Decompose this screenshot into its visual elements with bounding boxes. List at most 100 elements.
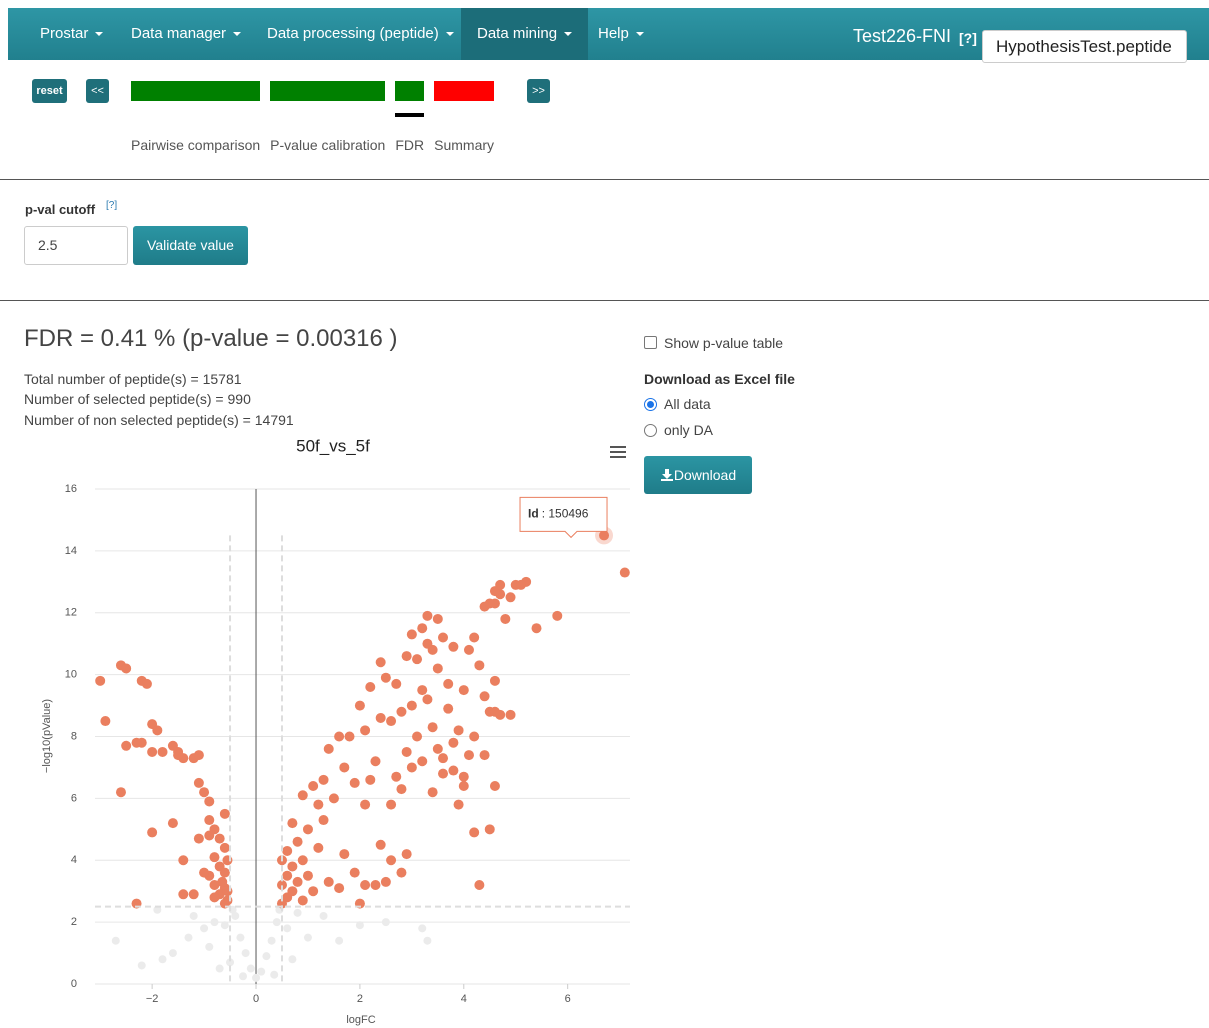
point xyxy=(427,787,438,798)
point xyxy=(184,933,193,942)
prev-button[interactable]: << xyxy=(86,79,109,103)
point xyxy=(469,827,480,838)
nav-item[interactable]: Data mining xyxy=(461,8,589,60)
dataset-select[interactable]: HypothesisTest.peptide xyxy=(982,30,1187,63)
tooltip-key: Id xyxy=(528,507,539,521)
point xyxy=(489,675,500,686)
point xyxy=(406,629,417,640)
point xyxy=(458,781,469,791)
point xyxy=(406,700,417,711)
point xyxy=(292,836,303,847)
download-button[interactable]: Download xyxy=(644,456,752,494)
point xyxy=(302,824,313,835)
point xyxy=(334,883,345,894)
x-tick-label: 0 xyxy=(253,993,259,1005)
point xyxy=(272,918,281,927)
point xyxy=(302,870,313,881)
checkbox[interactable] xyxy=(644,336,657,349)
point xyxy=(121,740,132,751)
point xyxy=(453,799,464,810)
y-tick-label: 2 xyxy=(71,916,77,928)
point xyxy=(219,867,230,878)
point xyxy=(360,880,371,890)
point xyxy=(375,712,386,723)
point xyxy=(427,722,438,733)
point xyxy=(396,784,407,795)
help-link[interactable]: [?] xyxy=(959,30,977,46)
point xyxy=(178,855,189,866)
radio[interactable] xyxy=(644,424,657,437)
point xyxy=(463,644,474,655)
nav-item[interactable]: Data processing (peptide) xyxy=(251,8,470,60)
point xyxy=(204,796,215,807)
point xyxy=(505,592,516,603)
validate-button[interactable]: Validate value xyxy=(133,226,248,265)
step: Pairwise comparison xyxy=(131,81,261,153)
point xyxy=(323,743,334,754)
point xyxy=(262,952,271,961)
nav-item[interactable]: Prostar xyxy=(24,8,119,60)
nav-item[interactable]: Data manager xyxy=(115,8,257,60)
point xyxy=(355,921,364,930)
step-bar xyxy=(395,81,425,101)
step: FDR xyxy=(395,81,425,153)
help-link[interactable]: [?] xyxy=(106,200,118,211)
point xyxy=(406,762,417,773)
point xyxy=(474,880,485,890)
point xyxy=(380,672,391,683)
point xyxy=(188,889,199,900)
point xyxy=(484,598,495,609)
point xyxy=(401,849,412,860)
point xyxy=(157,746,168,757)
point xyxy=(297,855,308,866)
tooltip-text: Id: 150496 xyxy=(528,507,589,521)
point xyxy=(423,936,432,945)
point xyxy=(297,895,308,906)
point xyxy=(422,610,433,621)
point xyxy=(257,967,266,976)
divider xyxy=(0,179,1209,180)
navbar: Prostar Data manager Data processing (pe… xyxy=(8,8,1209,63)
point xyxy=(319,911,328,920)
point xyxy=(241,949,250,958)
y-tick-label: 12 xyxy=(65,607,77,619)
point xyxy=(458,771,469,782)
point xyxy=(484,824,495,835)
point xyxy=(131,737,142,748)
radio-dot xyxy=(647,401,654,408)
y-tick-label: 10 xyxy=(65,669,77,681)
point xyxy=(173,750,184,761)
chart: 50f_vs_5f logFC −log10(pValue) 0 2 4 6 8 10 12… xyxy=(41,436,630,1026)
nav-item[interactable]: Help xyxy=(582,8,660,60)
series xyxy=(95,530,630,909)
point xyxy=(239,972,248,981)
radio[interactable] xyxy=(644,398,657,411)
point xyxy=(412,731,423,742)
point xyxy=(495,709,506,720)
menu-icon[interactable] xyxy=(610,446,626,458)
point xyxy=(453,725,464,736)
y-tick-label: 16 xyxy=(65,483,77,495)
cutoff-label: p-val cutoff xyxy=(25,202,96,217)
point xyxy=(199,867,210,878)
point xyxy=(418,924,427,933)
x-axis-label: logFC xyxy=(346,1014,375,1026)
point xyxy=(210,918,219,927)
next-button[interactable]: >> xyxy=(527,79,550,103)
cutoff-input[interactable]: 2.5 xyxy=(24,226,128,265)
y-tick-label: 0 xyxy=(71,978,77,990)
point xyxy=(189,911,198,920)
point xyxy=(115,787,126,798)
point xyxy=(401,746,412,757)
point xyxy=(386,716,397,727)
reset-button[interactable]: reset xyxy=(32,79,67,103)
point xyxy=(515,579,526,590)
point xyxy=(168,949,177,958)
point xyxy=(479,691,490,702)
point xyxy=(293,908,302,917)
point xyxy=(318,774,329,785)
point xyxy=(147,827,158,838)
point xyxy=(297,790,308,801)
point xyxy=(474,660,485,671)
